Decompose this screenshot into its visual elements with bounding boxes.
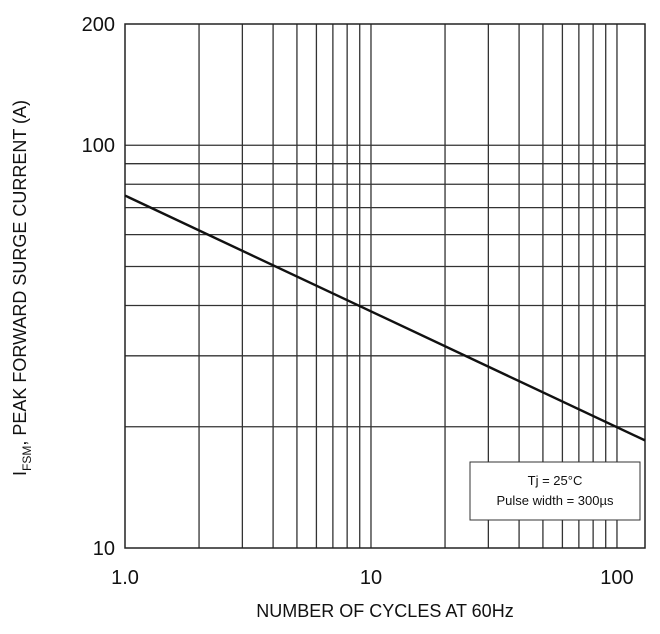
y-tick-label: 10 <box>93 538 115 560</box>
x-tick-label: 100 <box>600 567 633 589</box>
grid <box>125 24 645 548</box>
y-tick-label: 200 <box>82 14 115 36</box>
annotation-temperature: Tj = 25°C <box>528 473 583 488</box>
x-tick-labels: 1.0 10 100 <box>111 567 634 589</box>
y-tick-label: 100 <box>82 135 115 157</box>
annotation-frame <box>469 461 641 521</box>
annotation-pulse-width: Pulse width = 300µs <box>497 493 614 508</box>
series-line-0 <box>124 194 646 442</box>
y-axis-title-subscript: FSM <box>20 446 34 471</box>
y-axis-title: IFSM, PEAK FORWARD SURGE CURRENT (A) <box>10 100 34 476</box>
series-group <box>124 194 646 442</box>
y-tick-labels: 10 100 200 <box>82 14 115 560</box>
x-tick-label: 10 <box>360 567 382 589</box>
x-tick-label: 1.0 <box>111 567 139 589</box>
plot-frame <box>124 23 646 549</box>
annotation-box: Tj = 25°C Pulse width = 300µs <box>469 461 641 521</box>
y-axis-title-prefix: I <box>10 471 30 476</box>
y-axis-title-suffix: , PEAK FORWARD SURGE CURRENT (A) <box>10 100 30 446</box>
x-axis-title: NUMBER OF CYCLES AT 60Hz <box>256 601 513 621</box>
